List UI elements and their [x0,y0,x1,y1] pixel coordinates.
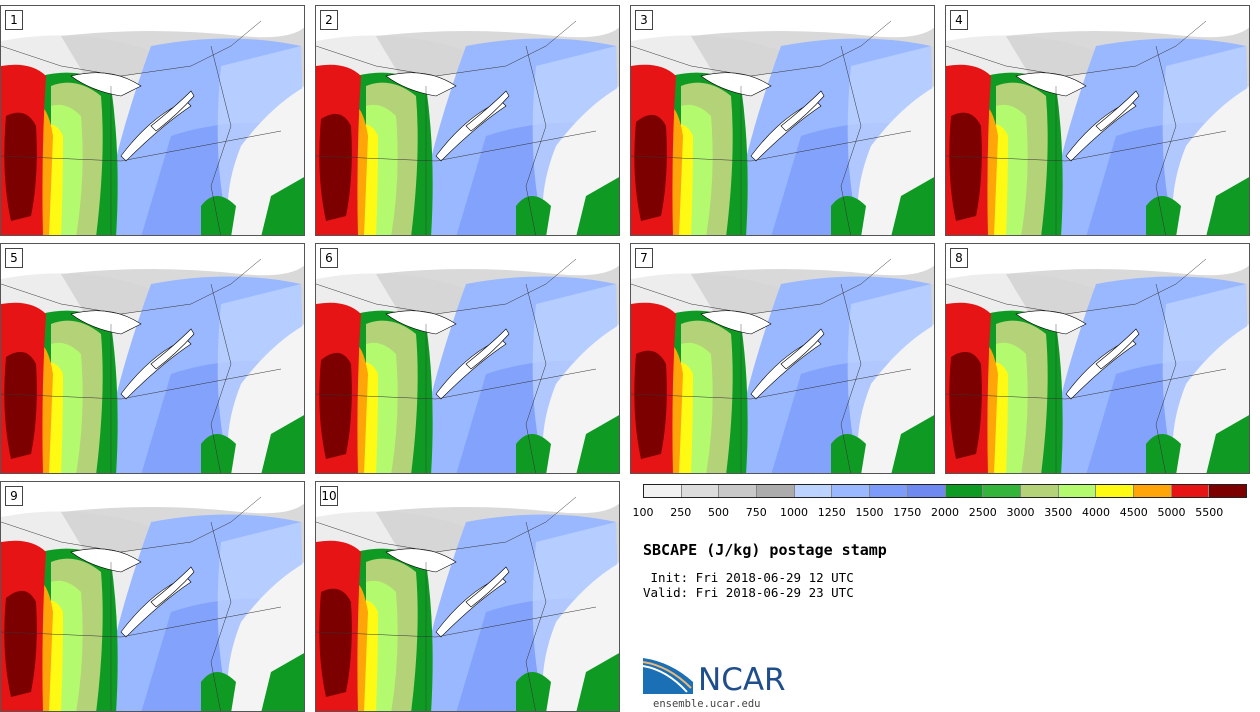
colorbar-tick-label: 3000 [1006,506,1035,519]
member-panel-3[interactable]: 3 [630,5,935,236]
colorbar-swatch [1057,485,1096,497]
logo-text: NCAR [698,662,786,698]
member-number: 7 [635,248,653,268]
member-panel-6[interactable]: 6 [315,243,620,474]
member-number: 8 [950,248,968,268]
member-number: 2 [320,10,338,30]
member-number: 3 [635,10,653,30]
colorbar-swatch [944,485,983,497]
colorbar-tick-label: 4500 [1119,506,1148,519]
colorbar-swatch [680,485,719,497]
member-panel-4[interactable]: 4 [945,5,1250,236]
cape-map [1,482,304,711]
colorbar-tick-label: 100 [632,506,654,519]
colorbar-tick-label: 3500 [1044,506,1073,519]
member-number: 1 [5,10,23,30]
colorbar-tick-label: 4000 [1082,506,1110,519]
colorbar-swatch [1095,485,1133,497]
colorbar-tick-label: 1750 [893,506,922,519]
cape-map [1,6,304,235]
colorbar-swatch [869,485,907,497]
cape-map [946,244,1249,473]
member-number: 4 [950,10,968,30]
colorbar-swatch [1132,485,1171,497]
member-panel-2[interactable]: 2 [315,5,620,236]
cape-map [1,244,304,473]
cape-map [631,244,934,473]
member-number: 6 [320,248,338,268]
colorbar-tick-label: 750 [745,506,767,519]
ncar-logo-icon [642,656,695,700]
cape-map [316,482,619,711]
cape-map [946,6,1249,235]
colorbar-tick-label: 2500 [968,506,997,519]
colorbar-swatch [1019,485,1058,497]
colorbar-swatch [982,485,1020,497]
colorbar-swatch [831,485,870,497]
colorbar-tick-label: 1000 [780,506,808,519]
colorbar-tick-label: 5500 [1195,506,1224,519]
member-panel-8[interactable]: 8 [945,243,1250,474]
cape-map [316,244,619,473]
colorbar-tick-label: 500 [708,506,729,519]
colorbar-swatch [756,485,794,497]
init-time: Init: Fri 2018-06-29 12 UTC [643,570,854,585]
colorbar-swatch [906,485,945,497]
colorbar-tick-label: 1500 [855,506,884,519]
member-panel-9[interactable]: 9 [0,481,305,712]
member-panel-1[interactable]: 1 [0,5,305,236]
member-panel-7[interactable]: 7 [630,243,935,474]
product-title: SBCAPE (J/kg) postage stamp [643,541,887,559]
colorbar-tick-label: 5000 [1157,506,1186,519]
cape-map [631,6,934,235]
colorbar-tick-label: 250 [670,506,692,519]
member-number: 5 [5,248,23,268]
valid-time: Valid: Fri 2018-06-29 23 UTC [643,585,854,600]
member-panel-5[interactable]: 5 [0,243,305,474]
member-number: 10 [320,486,338,506]
colorbar-swatch [718,485,757,497]
colorbar-swatch [1170,485,1209,497]
colorbar [643,484,1247,498]
colorbar-swatch [1208,485,1246,497]
colorbar-tick-label: 2000 [931,506,959,519]
colorbar-swatch [644,485,681,497]
member-panel-10[interactable]: 10 [315,481,620,712]
site-url: ensemble.ucar.edu [653,698,761,710]
member-number: 9 [5,486,23,506]
colorbar-tick-label: 1250 [817,506,846,519]
colorbar-swatch [793,485,832,497]
cape-map [316,6,619,235]
